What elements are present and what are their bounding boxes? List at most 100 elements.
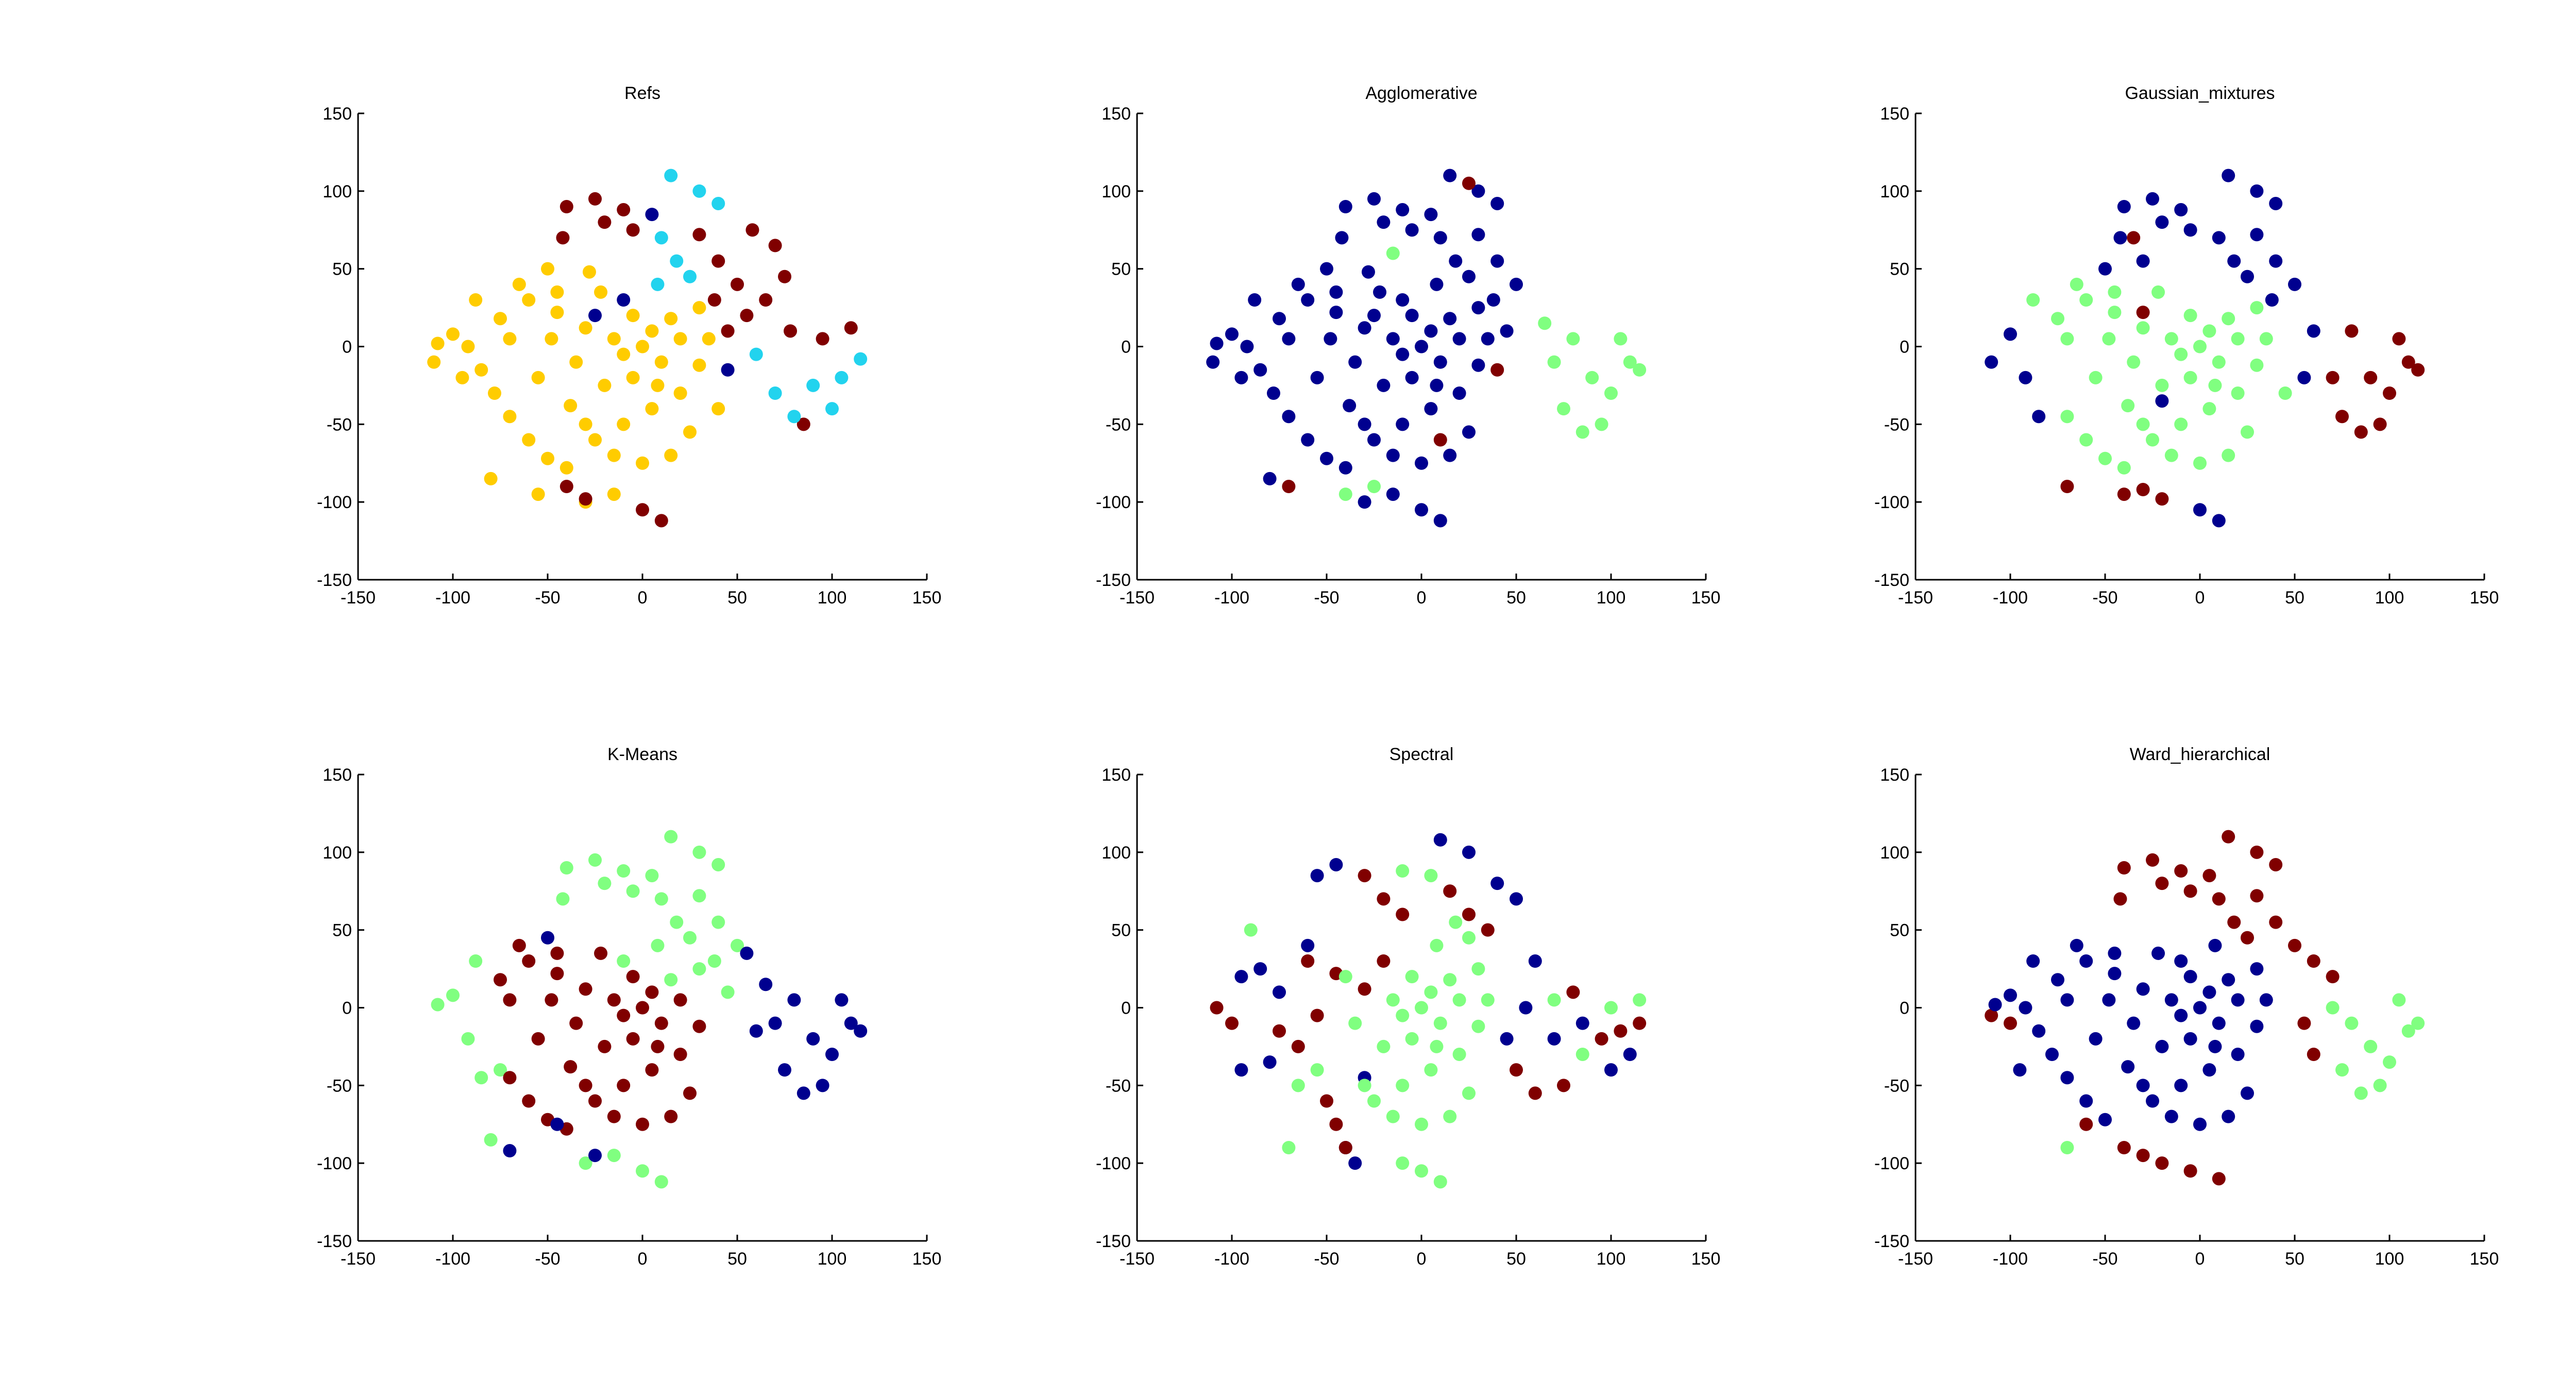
data-point — [816, 1079, 829, 1092]
data-point — [1301, 433, 1315, 447]
data-point — [2227, 254, 2241, 268]
data-point — [844, 1016, 858, 1030]
data-point — [711, 857, 725, 871]
data-point — [541, 262, 554, 276]
panel-title: Agglomerative — [1365, 83, 1477, 103]
y-tick-label: 100 — [1101, 843, 1131, 863]
data-point — [1547, 993, 1561, 1007]
data-point — [2373, 417, 2387, 431]
x-tick-label: 100 — [818, 588, 847, 608]
data-point — [2045, 1048, 2059, 1061]
data-point — [2019, 1001, 2032, 1015]
data-point — [1595, 1032, 1608, 1046]
x-tick-label: -50 — [1314, 1249, 1339, 1269]
data-point — [431, 998, 445, 1012]
data-point — [617, 1079, 631, 1092]
data-point — [522, 433, 536, 447]
data-point — [1566, 332, 1580, 346]
data-point — [569, 355, 583, 369]
data-point — [645, 324, 659, 338]
y-tick-label: 100 — [1101, 182, 1131, 201]
data-point — [654, 231, 668, 245]
data-point — [1396, 1008, 1410, 1022]
data-point — [588, 433, 602, 447]
x-tick-label: -100 — [435, 1249, 470, 1269]
data-point — [1633, 993, 1647, 1007]
data-point — [1291, 1039, 1305, 1053]
data-point — [2079, 1117, 2093, 1131]
data-point — [1433, 514, 1447, 528]
data-point — [1471, 1019, 1485, 1033]
data-point — [2060, 1071, 2074, 1085]
data-point — [1452, 386, 1466, 400]
data-point — [2183, 309, 2197, 323]
data-point — [1234, 970, 1248, 984]
data-point — [2136, 306, 2150, 319]
data-point — [1405, 970, 1419, 984]
data-point — [560, 480, 573, 493]
data-point — [1396, 203, 1410, 217]
data-point — [1430, 378, 1444, 392]
data-point — [626, 970, 640, 984]
data-point — [2146, 1094, 2159, 1108]
data-point — [2098, 1113, 2112, 1126]
data-point — [598, 877, 612, 890]
y-tick-label: 0 — [1121, 338, 1131, 357]
data-point — [825, 402, 839, 416]
data-point — [1225, 327, 1239, 341]
data-point — [2222, 830, 2235, 844]
data-point — [1263, 472, 1277, 485]
data-point — [2102, 332, 2116, 346]
panel-title: Refs — [624, 83, 660, 103]
panel-title: K-Means — [607, 745, 677, 764]
data-point — [731, 277, 744, 291]
data-point — [2079, 433, 2093, 447]
data-point — [2202, 324, 2216, 338]
data-point — [673, 993, 687, 1007]
data-point — [1430, 1039, 1444, 1053]
data-point — [636, 340, 649, 354]
data-point — [2212, 514, 2226, 528]
data-point — [2164, 332, 2178, 346]
data-point — [2241, 425, 2254, 439]
data-point — [1604, 386, 1618, 400]
data-point — [2136, 483, 2150, 497]
data-point — [1424, 869, 1438, 883]
x-tick-label: -100 — [1993, 1249, 2028, 1269]
data-point — [2208, 1039, 2222, 1053]
data-point — [1449, 915, 1463, 929]
data-point — [1633, 1016, 1647, 1030]
data-point — [2032, 410, 2046, 424]
data-point — [1234, 1063, 1248, 1077]
data-point — [654, 1016, 668, 1030]
data-point — [636, 503, 649, 517]
data-point — [2164, 993, 2178, 1007]
data-point — [579, 1156, 592, 1170]
data-point — [545, 332, 558, 346]
data-point — [531, 487, 545, 501]
data-point — [2392, 993, 2406, 1007]
data-point — [446, 327, 460, 341]
data-point — [1320, 1094, 1333, 1108]
data-point — [1386, 993, 1400, 1007]
data-point — [494, 312, 507, 326]
data-point — [2222, 312, 2235, 326]
data-point — [617, 347, 631, 361]
data-point — [1386, 1109, 1400, 1123]
data-point — [626, 223, 640, 237]
data-point — [2079, 293, 2093, 307]
data-point — [1614, 332, 1628, 346]
data-point — [1623, 355, 1637, 369]
data-point — [626, 309, 640, 323]
data-point — [2060, 993, 2074, 1007]
data-point — [1386, 448, 1400, 462]
data-point — [2127, 1016, 2141, 1030]
data-point — [2269, 196, 2283, 210]
data-point — [1424, 208, 1438, 222]
data-point — [749, 347, 763, 361]
data-point — [2164, 1109, 2178, 1123]
data-point — [654, 1175, 668, 1189]
data-point — [1320, 262, 1333, 276]
data-point — [427, 355, 441, 369]
x-tick-label: 0 — [2195, 588, 2205, 608]
